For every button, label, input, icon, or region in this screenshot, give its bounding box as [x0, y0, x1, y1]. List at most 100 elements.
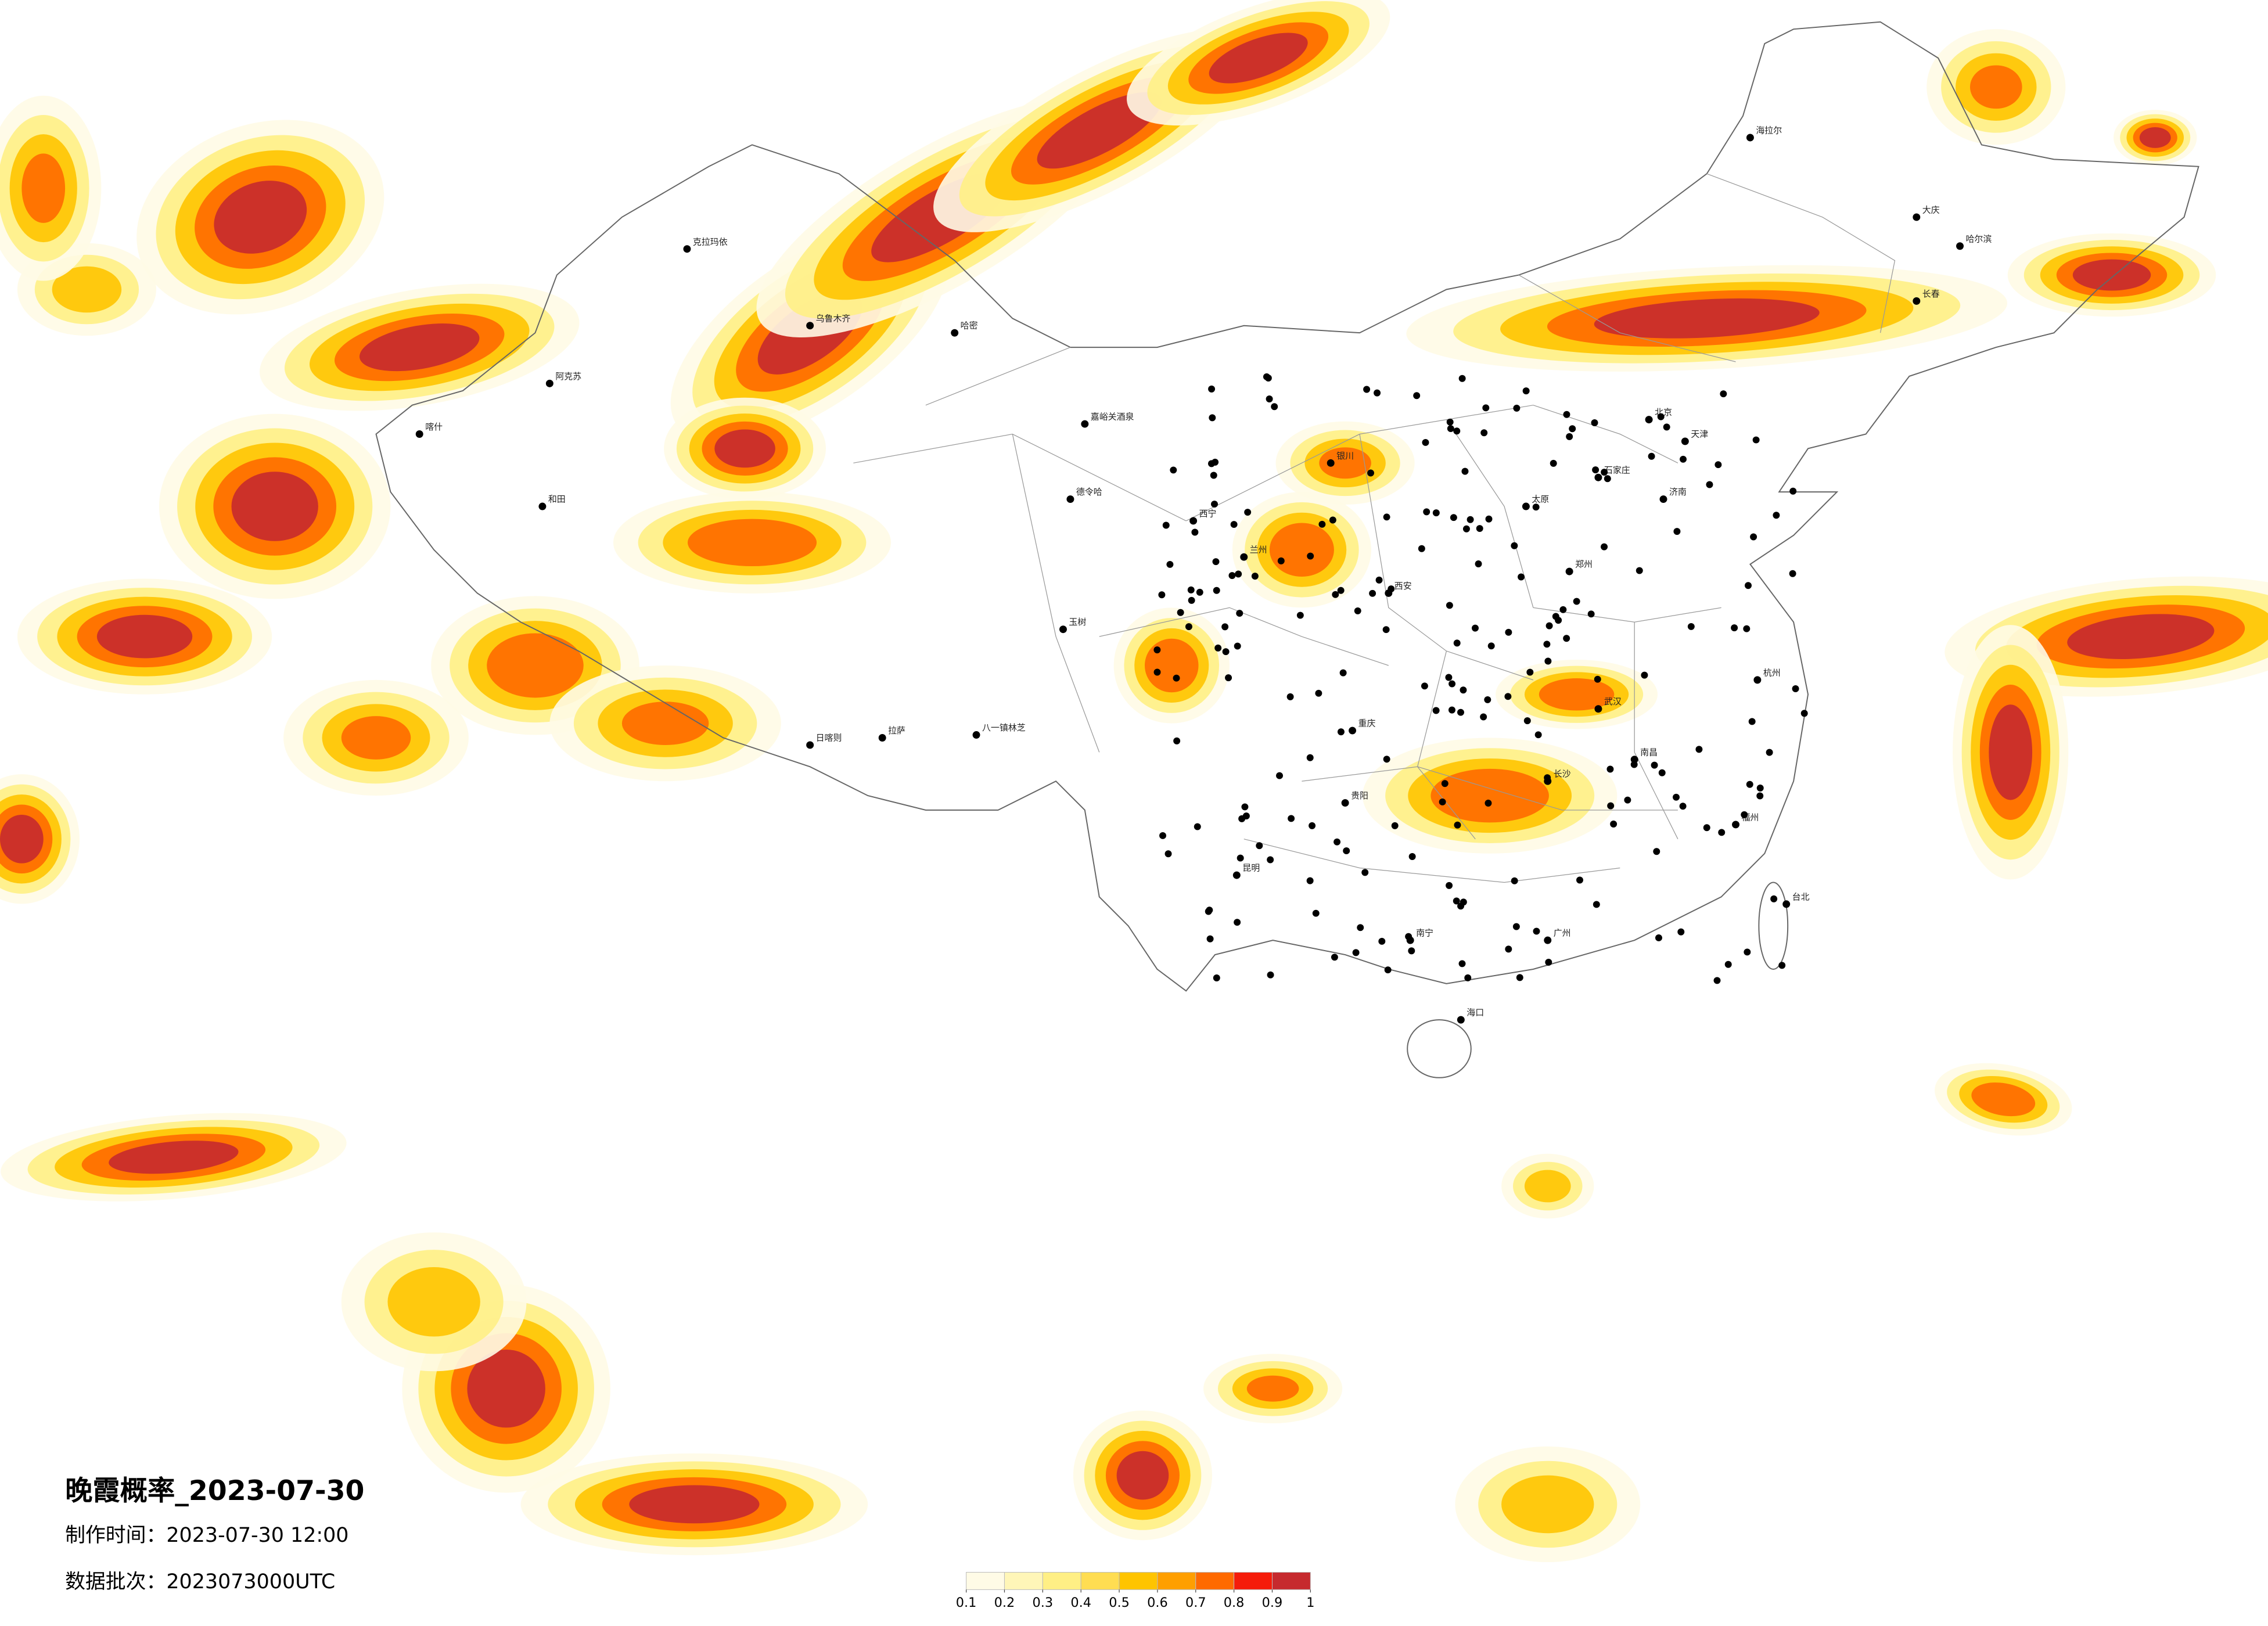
city-dot: [1516, 974, 1523, 981]
city-dot: [415, 430, 423, 438]
city-dot: [1641, 671, 1648, 679]
probability-patch: [0, 814, 44, 864]
city-dot: [1744, 948, 1751, 956]
city-dot: [1337, 728, 1345, 736]
city-dot: [1375, 576, 1383, 584]
colorbar-label: 0.3: [1033, 1595, 1054, 1610]
city-dot: [1559, 606, 1567, 613]
city-dot: [1213, 587, 1220, 594]
city-label: 西安: [1394, 581, 1412, 591]
city-dot: [538, 502, 547, 510]
probability-patch: [467, 1349, 545, 1428]
city-dot: [1756, 784, 1764, 792]
city-dot: [1236, 610, 1243, 617]
city-dot: [1604, 475, 1611, 483]
city-dot: [1383, 756, 1390, 763]
city-dot: [1454, 821, 1461, 829]
colorbar-bin: [1119, 1571, 1158, 1590]
city-dot: [1659, 495, 1667, 503]
city-dot: [1789, 487, 1797, 495]
city-dot: [1703, 824, 1710, 832]
city-dot: [1081, 420, 1089, 428]
city-dot: [1458, 375, 1466, 382]
city-dot: [1341, 799, 1349, 807]
city-dot: [972, 731, 980, 739]
city-dot: [1267, 971, 1274, 979]
city-label: 台北: [1792, 891, 1810, 902]
city-dot: [1450, 514, 1457, 521]
made-time: 制作时间：2023-07-30 12:00: [65, 1524, 348, 1547]
city-dot: [1752, 436, 1760, 444]
city-dot: [1505, 628, 1512, 636]
city-dot: [1164, 850, 1172, 858]
probability-patch: [231, 472, 318, 541]
city-dot: [1276, 772, 1283, 779]
city-dot: [1232, 871, 1241, 879]
city-dot: [1206, 935, 1214, 942]
city-label: 广州: [1554, 928, 1571, 938]
probability-patch: [1430, 768, 1549, 823]
city-dot: [1221, 623, 1229, 631]
city-dot: [1695, 746, 1703, 753]
probability-patch: [688, 519, 817, 566]
city-dot: [1207, 460, 1215, 467]
city-dot: [1601, 469, 1608, 476]
city-dot: [1587, 610, 1595, 618]
city-dot: [1741, 811, 1748, 818]
city-dot: [1306, 754, 1314, 761]
city-dot: [1230, 521, 1238, 528]
city-dot: [1913, 297, 1921, 305]
city-dot: [1773, 512, 1780, 519]
colorbar-bin: [1004, 1571, 1043, 1590]
city-dot: [1624, 796, 1631, 804]
city-dot: [1408, 853, 1416, 860]
city-label: 哈尔滨: [1965, 233, 1992, 244]
colorbar: 0.1 0.2 0.3 0.4 0.5 0.6 0.7 0.8 0.9 1: [956, 1571, 1314, 1610]
city-dot: [1267, 856, 1274, 864]
city-dot: [1464, 974, 1472, 981]
city-dot: [1332, 591, 1339, 598]
city-dot: [1374, 389, 1381, 397]
city-dot: [1066, 495, 1074, 503]
city-label: 重庆: [1358, 718, 1376, 729]
city-label: 德令哈: [1076, 487, 1102, 497]
probability-patch: [1594, 298, 1820, 339]
city-label: 喀什: [425, 422, 443, 432]
city-dot: [1378, 937, 1386, 945]
city-dot: [1543, 641, 1551, 648]
city-dot: [1651, 761, 1658, 769]
probability-patch: [1319, 447, 1371, 479]
city-dot: [1309, 822, 1316, 829]
city-dot: [1593, 901, 1600, 908]
city-dot: [1357, 924, 1364, 931]
city-dot: [1349, 726, 1357, 735]
city-dot: [1331, 954, 1338, 961]
city-dot: [1467, 516, 1474, 523]
city-dot: [1170, 466, 1177, 474]
city-dot: [1189, 517, 1198, 525]
city-dot: [1504, 693, 1512, 700]
city-dot: [1655, 934, 1662, 941]
probability-patch: [629, 1485, 760, 1524]
city-label: 太原: [1532, 494, 1549, 505]
city-dot: [1447, 425, 1454, 433]
city-dot: [1286, 693, 1294, 700]
city-dot: [1732, 821, 1739, 829]
city-dot: [1382, 626, 1390, 634]
data-batch: 数据批次：2023073000UTC: [65, 1570, 335, 1593]
city-dot: [951, 329, 959, 337]
city-dot: [1552, 613, 1559, 620]
city-dot: [1264, 375, 1272, 382]
city-label: 贵阳: [1351, 790, 1368, 801]
city-dot: [1453, 427, 1461, 435]
city-dot: [1187, 586, 1195, 593]
city-dot: [1677, 928, 1685, 936]
city-label: 哈密: [961, 321, 978, 331]
probability-patch: [341, 716, 411, 760]
city-dot: [1210, 472, 1217, 479]
city-dot: [1475, 560, 1482, 567]
city-dot: [1288, 815, 1295, 822]
probability-patch: [109, 1141, 239, 1174]
probability-patch: [1539, 678, 1615, 711]
